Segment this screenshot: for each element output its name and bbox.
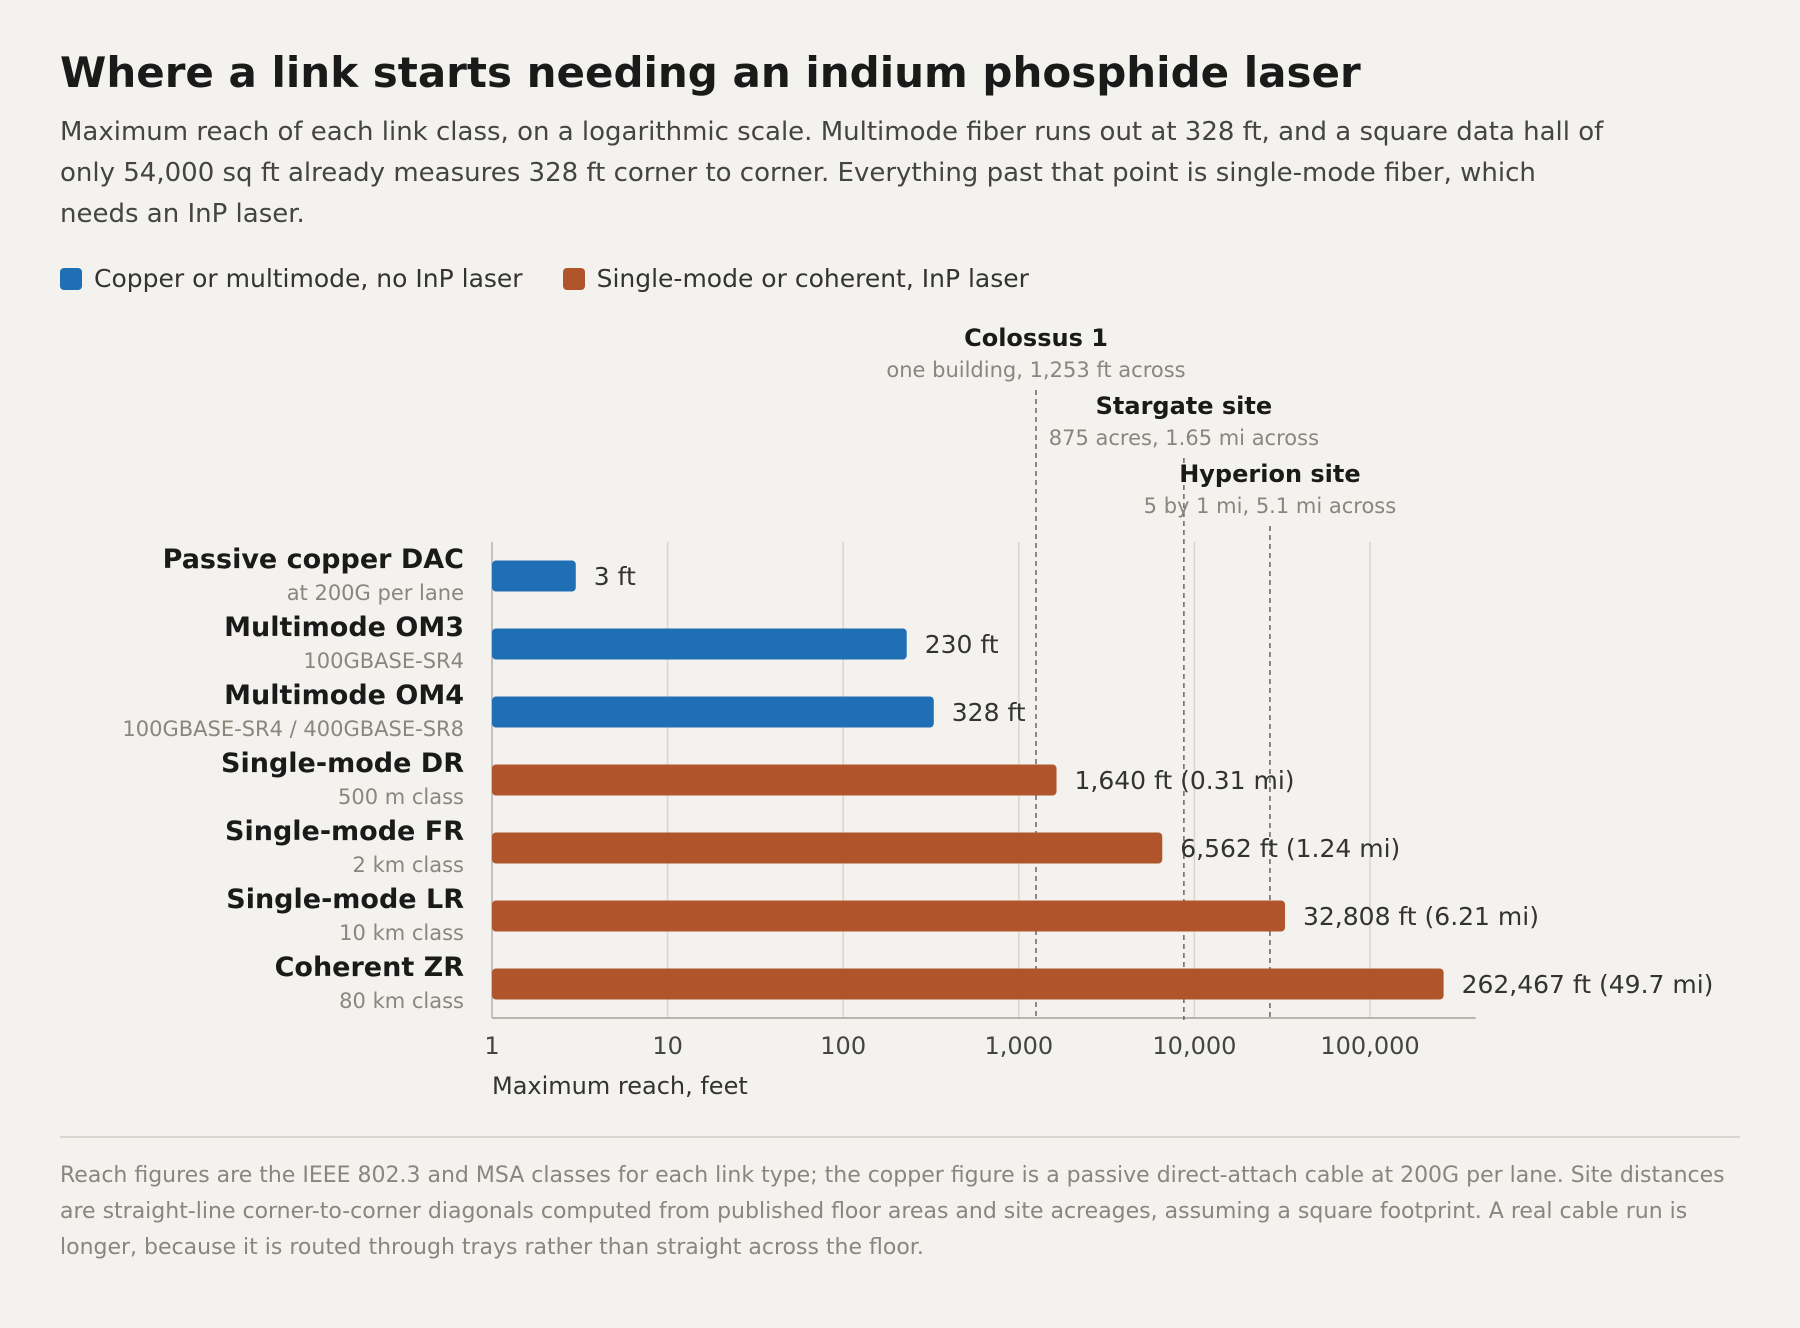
bar-category-sublabel: 500 m class: [338, 785, 464, 809]
bar-category-sublabel: 80 km class: [339, 989, 464, 1013]
bar-value-label: 32,808 ft (6.21 mi): [1303, 902, 1539, 931]
annotation-title: Hyperion site: [1179, 460, 1360, 488]
annotation-title: Stargate site: [1096, 392, 1273, 420]
bar-category-label: Multimode OM4: [224, 680, 464, 711]
legend-item-no-inp: Copper or multimode, no InP laser: [60, 264, 523, 293]
chart-title: Where a link starts needing an indium ph…: [60, 48, 1361, 97]
bar: [492, 968, 1444, 1000]
reach-bar-chart: 1 10 100 1,000 10,000 100,000 Maximum reach, f…: [122, 324, 1714, 1100]
bar: [492, 628, 907, 660]
x-tick-label: 1: [484, 1032, 499, 1060]
bar-category-sublabel: at 200G per lane: [287, 581, 464, 605]
x-tick-label: 10,000: [1152, 1032, 1236, 1060]
bar-value-label: 3 ft: [594, 562, 636, 591]
bar-value-label: 1,640 ft (0.31 mi): [1075, 766, 1295, 795]
bar: [492, 900, 1286, 932]
bar-value-label: 262,467 ft (49.7 mi): [1462, 970, 1714, 999]
annotation-title: Colossus 1: [964, 324, 1108, 352]
x-tick-label: 10: [652, 1032, 683, 1060]
bar-category-sublabel: 2 km class: [353, 853, 464, 877]
bar-category-label: Single-mode FR: [225, 816, 464, 847]
bar-category-label: Passive copper DAC: [163, 544, 464, 575]
bar-category-sublabel: 10 km class: [339, 921, 464, 945]
annotation-subtitle: 875 acres, 1.65 mi across: [1049, 426, 1319, 450]
legend-label-no-inp: Copper or multimode, no InP laser: [94, 264, 523, 293]
footnote-divider: [60, 1136, 1740, 1138]
legend: Copper or multimode, no InP laser Single…: [60, 264, 1029, 293]
bar-value-label: 6,562 ft (1.24 mi): [1180, 834, 1400, 863]
annotation-subtitle: one building, 1,253 ft across: [886, 358, 1185, 382]
legend-label-inp: Single-mode or coherent, InP laser: [596, 264, 1029, 293]
bar-category-label: Single-mode LR: [226, 884, 464, 915]
x-axis-title: Maximum reach, feet: [492, 1072, 748, 1100]
bar: [492, 560, 576, 592]
x-tick-label: 100: [820, 1032, 866, 1060]
bar-category-label: Single-mode DR: [221, 748, 464, 779]
bar-value-label: 230 ft: [925, 630, 999, 659]
x-tick-label: 1,000: [984, 1032, 1053, 1060]
bar-category-label: Multimode OM3: [224, 612, 464, 643]
x-tick-label: 100,000: [1320, 1032, 1419, 1060]
legend-item-inp: Single-mode or coherent, InP laser: [562, 264, 1029, 293]
bar-category-sublabel: 100GBASE-SR4: [303, 649, 464, 673]
chart-subtitle: Maximum reach of each link class, on a l…: [60, 117, 1604, 229]
bar: [492, 764, 1057, 796]
bar: [492, 696, 934, 728]
legend-swatch-inp: [562, 267, 585, 290]
legend-swatch-no-inp: [60, 267, 82, 290]
footnote: Reach figures are the IEEE 802.3 and MSA…: [60, 1163, 1725, 1260]
bar-value-label: 328 ft: [952, 698, 1026, 727]
annotation-subtitle: 5 by 1 mi, 5.1 mi across: [1144, 494, 1397, 518]
bar: [492, 832, 1163, 864]
bar-category-label: Coherent ZR: [275, 952, 465, 983]
bar-category-sublabel: 100GBASE-SR4 / 400GBASE-SR8: [122, 717, 464, 741]
